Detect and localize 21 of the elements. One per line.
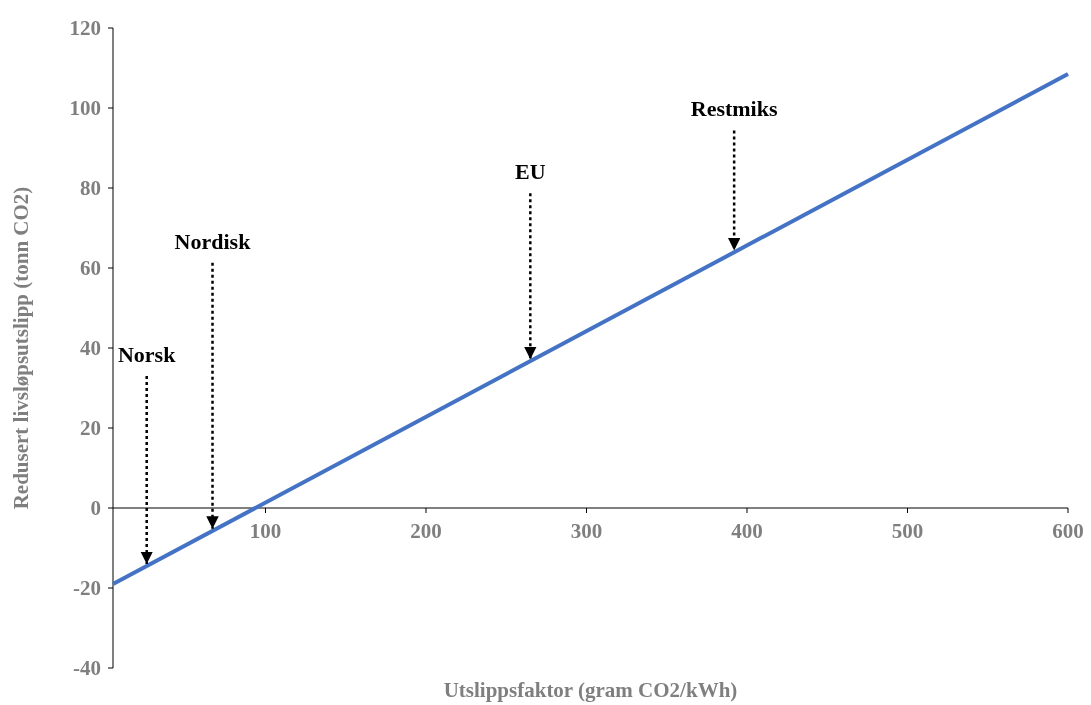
y-tick-label: 60	[80, 256, 101, 281]
x-tick-label: 500	[891, 519, 924, 543]
x-tick-label: 300	[570, 519, 603, 543]
y-tick-label: 20	[80, 416, 101, 441]
y-tick-label: 100	[69, 96, 101, 121]
x-tick-label: 400	[731, 519, 763, 543]
annotation: Restmiks	[690, 96, 778, 122]
x-tick-label: 200	[410, 519, 442, 543]
y-tick-label: 40	[80, 336, 101, 361]
annotation: Nordisk	[174, 228, 252, 254]
x-axis-title: Utslippsfaktor (gram CO2/kWh)	[443, 678, 738, 702]
annotation: EU	[515, 159, 546, 185]
y-tick-label: 0	[90, 496, 101, 521]
y-axis-title: Redusert livsløpsutslipp (tonn CO2)	[9, 186, 33, 510]
x-tick-label: 100	[249, 519, 282, 543]
x-tick-label: 600	[1052, 519, 1084, 543]
y-tick-label: 120	[69, 16, 101, 41]
y-tick-label: -40	[73, 656, 101, 681]
y-tick-label: -20	[73, 576, 101, 601]
annotation: Norsk	[117, 342, 177, 367]
y-tick-label: 80	[80, 176, 101, 201]
